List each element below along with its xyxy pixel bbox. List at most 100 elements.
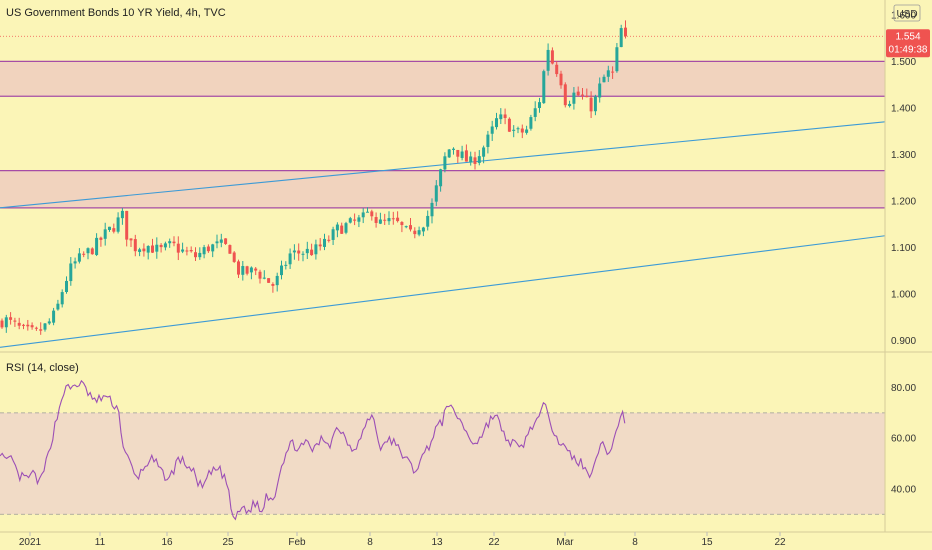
candle-body[interactable] [396,217,400,222]
candle-body[interactable] [507,118,511,132]
candle-body[interactable] [142,248,146,252]
candle-body[interactable] [520,128,524,133]
candle-body[interactable] [443,156,447,170]
candle-body[interactable] [22,324,25,326]
candle-body[interactable] [490,126,494,134]
candle-body[interactable] [241,266,245,275]
candle-body[interactable] [155,244,159,252]
candle-body[interactable] [452,148,455,150]
candle-body[interactable] [206,246,210,252]
candle-body[interactable] [464,150,468,162]
candle-body[interactable] [172,241,176,244]
candle-body[interactable] [576,91,580,96]
candle-body[interactable] [301,253,305,255]
candle-body[interactable] [4,317,8,328]
candle-body[interactable] [318,244,322,247]
candle-body[interactable] [99,237,103,240]
candle-body[interactable] [129,238,133,241]
candle-body[interactable] [391,218,395,220]
candle-body[interactable] [421,227,425,232]
candle-body[interactable] [17,322,21,326]
candle-body[interactable] [284,264,288,266]
candle-body[interactable] [503,114,507,119]
candle-body[interactable] [589,97,593,112]
candle-body[interactable] [413,230,417,235]
candle-body[interactable] [202,247,206,255]
candle-body[interactable] [181,249,185,252]
candle-body[interactable] [378,219,382,224]
candle-body[interactable] [245,266,249,274]
candle-body[interactable] [344,223,348,233]
candle-body[interactable] [292,250,296,253]
candle-body[interactable] [482,147,486,157]
candle-body[interactable] [82,253,86,255]
candle-body[interactable] [456,149,460,157]
candle-body[interactable] [288,253,292,265]
candle-body[interactable] [563,84,567,106]
candle-body[interactable] [133,239,137,252]
candle-body[interactable] [77,253,81,262]
candle-body[interactable] [581,94,584,96]
candle-body[interactable] [374,217,378,223]
candle-body[interactable] [215,241,219,244]
candle-body[interactable] [469,156,473,163]
candle-body[interactable] [103,229,107,239]
candle-body[interactable] [151,245,154,253]
candle-body[interactable] [611,71,615,73]
candle-body[interactable] [310,249,314,256]
candle-body[interactable] [159,244,163,248]
candle-body[interactable] [194,252,197,258]
candle-body[interactable] [602,76,606,83]
candle-body[interactable] [460,151,464,158]
candle-body[interactable] [447,149,451,158]
candle-body[interactable] [185,250,189,252]
candle-body[interactable] [305,248,309,254]
candle-body[interactable] [361,212,365,218]
rsi-layer[interactable] [0,379,626,521]
candle-body[interactable] [9,317,13,320]
candle-body[interactable] [86,248,90,254]
candle-body[interactable] [219,239,223,243]
candle-body[interactable] [314,244,318,255]
candle-body[interactable] [542,71,546,104]
candle-body[interactable] [39,329,43,331]
candle-body[interactable] [116,217,120,232]
candle-body[interactable] [271,284,275,286]
candle-layer[interactable] [0,20,628,335]
candle-body[interactable] [409,225,412,230]
candle-body[interactable] [237,261,240,275]
candle-body[interactable] [533,108,537,117]
candle-body[interactable] [512,129,516,131]
candle-body[interactable] [43,323,47,330]
candle-body[interactable] [516,128,520,130]
candle-body[interactable] [26,324,30,327]
candle-body[interactable] [47,321,51,324]
candle-body[interactable] [258,271,262,279]
candle-body[interactable] [125,210,129,240]
candle-body[interactable] [211,244,215,252]
candle-body[interactable] [439,169,443,187]
candle-body[interactable] [529,117,533,129]
candle-body[interactable] [34,327,38,329]
candle-body[interactable] [146,246,150,253]
candle-body[interactable] [473,157,477,164]
candle-body[interactable] [619,28,623,48]
candle-body[interactable] [13,320,17,322]
rsi-axis[interactable]: 80.00 60.00 40.00 [891,383,916,495]
candle-body[interactable] [606,70,610,77]
candle-body[interactable] [568,103,572,107]
candle-body[interactable] [189,250,193,252]
candle-body[interactable] [30,325,34,328]
trendline-1[interactable] [0,121,886,209]
candle-body[interactable] [598,83,602,98]
candle-body[interactable] [90,248,94,255]
candle-body[interactable] [60,292,64,305]
candle-body[interactable] [525,129,529,133]
price-axis[interactable]: 1.600 1.500 1.400 1.300 1.200 1.100 1.000 0.900 [891,10,916,346]
candle-body[interactable] [404,226,408,228]
candle-body[interactable] [331,229,335,240]
candle-body[interactable] [112,228,116,232]
trendline-2[interactable] [0,235,886,348]
candle-body[interactable] [56,303,60,310]
